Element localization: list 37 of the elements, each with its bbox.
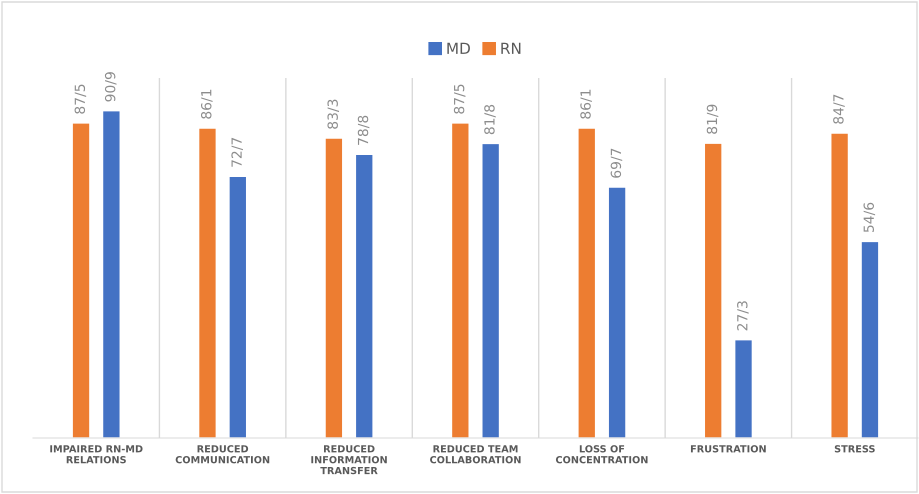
bar	[481, 142, 500, 438]
data-label: 87/5	[454, 84, 466, 114]
x-tick-label: REDUCED COMMUNICATION	[176, 445, 270, 464]
data-label: 83/3	[327, 100, 340, 129]
bar	[608, 186, 627, 438]
data-label: 86/1	[580, 90, 592, 119]
data-label: 87/5	[74, 84, 86, 114]
data-label: 90/9	[104, 72, 117, 102]
data-label: 86/1	[200, 90, 213, 119]
x-tick-label: LOSS OF CONCENTRATION	[556, 445, 648, 464]
data-label: 72/7	[231, 138, 243, 167]
bar	[734, 339, 754, 438]
data-label: 78/8	[358, 116, 370, 145]
data-label: 54/6	[863, 202, 876, 232]
x-tick-label: STRESS	[834, 445, 875, 452]
bar	[704, 142, 723, 438]
x-tick-label: IMPAIRED RN-MD RELATIONS	[50, 445, 143, 464]
data-label: 84/7	[833, 94, 845, 124]
x-tick-label: REDUCED TEAM COLLABORATION	[430, 445, 521, 464]
bar	[577, 127, 596, 438]
bar	[354, 154, 374, 438]
bar	[450, 122, 470, 438]
data-label: 69/7	[610, 148, 622, 178]
bar	[324, 137, 344, 438]
data-label: 81/9	[706, 104, 718, 134]
data-label: 81/8	[484, 104, 496, 134]
bar	[72, 122, 91, 438]
legend-label: RN	[501, 42, 520, 54]
data-label: 27/3	[737, 301, 749, 330]
bar	[860, 240, 880, 438]
x-tick-label: FRUSTRATION	[690, 445, 766, 452]
bar	[228, 176, 248, 438]
x-tick-label: REDUCED INFORMATION TRANSFER	[311, 445, 387, 474]
bar	[830, 132, 850, 438]
bar	[102, 110, 121, 438]
bar	[198, 127, 218, 438]
legend-label: MD	[447, 42, 470, 54]
